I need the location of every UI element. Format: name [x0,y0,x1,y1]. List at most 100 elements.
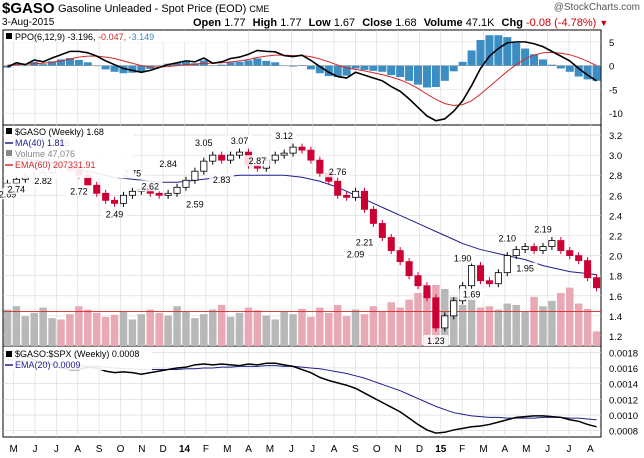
y-tick-label: 0.0012 [609,395,638,406]
x-tick-label: O [117,444,125,455]
price-annotation: 2.83 [213,175,231,185]
volume-bar [200,314,208,346]
candle-body [218,154,226,161]
candle-body [530,246,538,251]
ppo-histogram-bar [547,64,556,66]
ppo-histogram-bar [101,65,110,70]
volume-bar [226,316,235,346]
price-annotation: 2.19 [534,225,552,235]
x-tick-label: J [310,444,315,455]
candle-body [334,180,342,196]
price-annotation: 3.12 [275,131,293,141]
annotation-background [227,135,252,147]
low-value: 1.67 [333,17,356,29]
volume-bar [512,304,520,346]
y-tick-label: 0.0016 [609,364,638,375]
volume-bar [316,307,324,346]
ppo-histogram-bar [476,39,485,66]
ppo-histogram-bar [574,65,583,77]
candle-body [209,154,217,162]
volume-bar [271,319,279,346]
high-value: 1.77 [280,17,302,29]
volume-bar [3,309,12,346]
description-text: Gasoline Unleaded - Spot Price (EOD) [58,3,247,15]
candle-body [566,250,574,256]
volume-bar [75,306,83,346]
legend-background [4,31,242,42]
change-label: Chg [501,17,523,29]
volume-bar [548,300,556,346]
ppo-histogram-bar [467,50,476,66]
candle-body [450,300,458,317]
instrument-description: Gasoline Unleaded - Spot Price (EOD) CME [58,3,269,15]
y-tick-label: 0.0014 [609,380,638,391]
volume-bar [405,299,413,346]
x-tick-label: M [223,444,231,455]
x-tick-label: A [74,444,81,455]
ppo-legend: PPO(6,12,9) -3.196, -0.047, -3.149 [15,32,154,42]
ppo-histogram-bar [137,65,146,73]
annotation-background [459,288,484,300]
brand-watermark: @StockCharts.com [553,2,640,13]
volume-bar [21,316,30,346]
annotation-background [66,185,92,197]
volume-bar [280,311,288,346]
x-tick-label: A [245,444,252,455]
ppo-histogram-bar [521,48,530,66]
x-tick-label: S [96,444,103,455]
volume-bar [298,308,306,346]
candle-body [164,192,172,196]
annotation-background [155,158,181,170]
ppo-histogram-bar [271,62,280,66]
legend-swatch [6,33,12,39]
ppo-histogram-bar [289,65,298,67]
annotation-background [271,130,297,142]
x-tick-label: J [33,444,38,455]
annotation-background [325,166,351,178]
x-tick-label: D [416,444,423,455]
volume-bar [12,306,21,346]
volume-bar [101,316,110,346]
ratio-legend-entry: EMA(20) 0.0009 [15,360,81,370]
ppo-histogram-bar [226,62,235,66]
ppo-histogram-bar [173,62,182,66]
annotation-background [137,180,163,192]
price-legend-entry: MA(40) 1.81 [15,138,65,148]
ppo-histogram-bar [440,65,449,81]
price-annotation: 2.82 [34,176,52,186]
candle-body [280,152,288,156]
candle-body [369,208,377,224]
x-tick-label: N [138,444,145,455]
ppo-histogram-bar [262,60,271,66]
down-arrow-icon: ▼ [599,18,609,28]
volume-bar [92,312,101,346]
low-label: Low [308,17,331,29]
ppo-histogram-bar [324,65,333,77]
volume-bar [191,318,199,346]
price-annotation: 1.69 [463,290,481,300]
candle-body [476,265,485,282]
volume-bar [557,292,565,346]
y-tick-label: 1.2 [609,332,622,343]
ppo-histogram-bar [530,54,539,66]
ppo-histogram-bar [48,61,57,66]
volume-bar [503,303,512,346]
ppo-histogram-bar [235,61,244,66]
y-tick-label: 0.0018 [609,348,638,359]
ratio-legend-title: $GASO:$SPX (Weekly) 0.0008 [15,349,139,359]
y-tick-label: 2.2 [609,232,622,243]
annotation-background [209,174,235,186]
ppo-histogram-bar [503,37,512,66]
price-annotation: 2.62 [142,181,160,191]
price-annotation: 2.09 [347,250,365,260]
volume-value: 47.1K [465,17,495,29]
price-annotation: 2.10 [499,234,517,244]
volume-bar [476,307,485,346]
x-tick-label: J [545,444,550,455]
price-annotation: 2.69 [0,189,16,199]
candle-body [468,265,476,287]
annotation-background [450,252,476,264]
ppo-histogram-bar [396,65,405,78]
exchange-text: CME [249,4,270,14]
